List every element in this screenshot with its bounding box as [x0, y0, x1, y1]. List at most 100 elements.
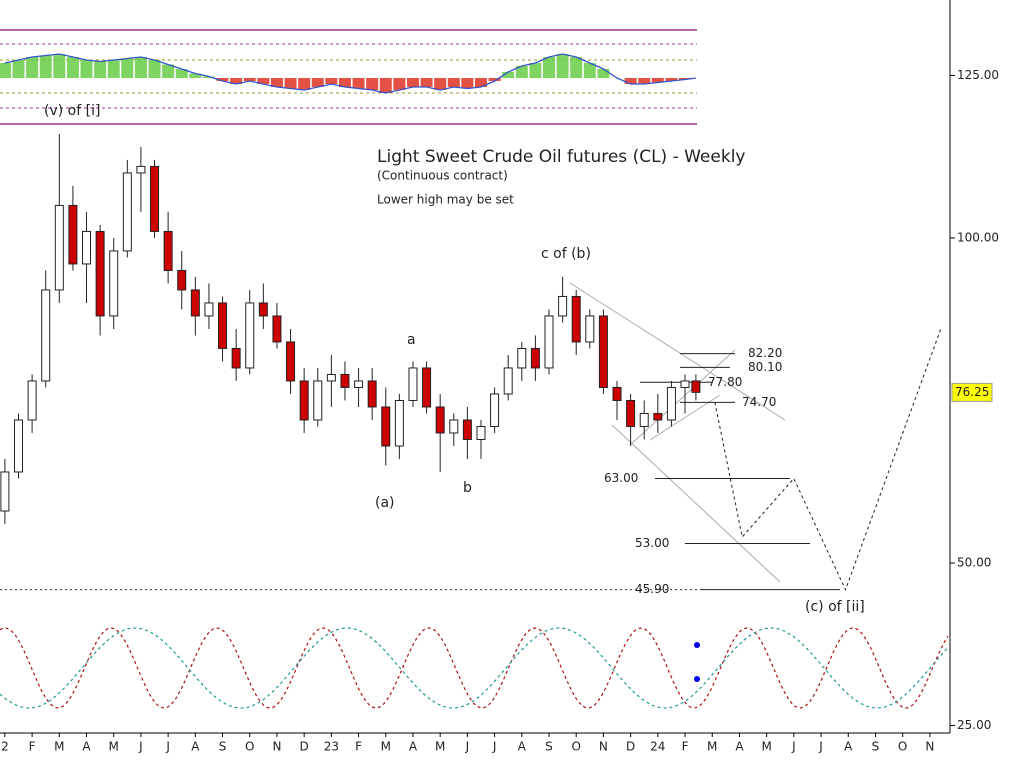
x-tick-label: M — [109, 740, 119, 754]
y-tick-label: 25.00 — [957, 718, 991, 732]
x-tick-label: A — [518, 740, 527, 754]
candle-body — [326, 373, 336, 382]
x-tick-label: J — [818, 740, 823, 754]
oscillator-bar — [352, 78, 365, 89]
oscillator-guides — [0, 29, 697, 125]
candle-body — [68, 204, 78, 265]
cycle-wave — [0, 627, 949, 709]
channel-line — [611, 424, 781, 583]
oscillator-bar — [679, 78, 692, 80]
oscillator-bar — [570, 57, 583, 78]
candle-body — [177, 269, 187, 291]
x-tick-label: M — [54, 740, 64, 754]
oscillator-line — [4, 53, 696, 94]
y-tick-label: 100.00 — [957, 230, 999, 244]
x-tick-label: F — [355, 740, 362, 754]
x-tick-label: 23 — [324, 740, 339, 754]
x-tick-label: J — [165, 740, 170, 754]
oscillator-bar — [94, 61, 107, 78]
oscillator-bar — [175, 69, 188, 78]
last-price-box — [951, 382, 993, 402]
channel — [569, 282, 786, 583]
candle-body — [218, 302, 228, 349]
candle-body — [231, 347, 241, 369]
candle-body — [286, 341, 296, 382]
projection-line — [714, 328, 942, 592]
oscillator-bar — [461, 78, 474, 89]
oscillator-bar — [638, 78, 651, 84]
last-price-label: 76.25 — [955, 385, 989, 399]
x-tick-label: F — [29, 740, 36, 754]
oscillator-bar — [488, 78, 501, 81]
x-tick-label: J — [138, 740, 143, 754]
candle-body — [639, 412, 649, 427]
candle-body — [258, 302, 268, 317]
candle-body — [490, 393, 500, 427]
oscillator-bar — [583, 63, 596, 78]
oscillator-bar — [379, 78, 392, 93]
x-tick-label: 24 — [650, 740, 665, 754]
x-tick-label: A — [409, 740, 418, 754]
x-tick-label: M — [435, 740, 445, 754]
candle-body — [571, 295, 581, 343]
candle-body — [653, 412, 663, 421]
x-tick-label: 2 — [1, 740, 9, 754]
x-tick-label: M — [381, 740, 391, 754]
x-tick-label: M — [761, 740, 771, 754]
x-tick-label: A — [191, 740, 200, 754]
candle-body — [150, 165, 160, 232]
oscillator-bar — [556, 54, 569, 78]
candle-body — [462, 419, 472, 440]
candle-body — [54, 204, 64, 291]
oscillator-bar — [230, 78, 243, 84]
level-label: 63.00 — [604, 471, 638, 485]
oscillator-bar — [529, 63, 542, 78]
oscillator-bar — [393, 78, 406, 90]
oscillator-bar — [366, 78, 379, 90]
level-label: 53.00 — [635, 536, 669, 550]
oscillator-bar — [189, 73, 202, 78]
candle-body — [558, 295, 568, 317]
oscillator-bar — [542, 57, 555, 78]
candle-body — [272, 315, 282, 343]
candle-body — [27, 380, 37, 421]
y-tick-label: 125.00 — [957, 68, 999, 82]
level-label: 74.70 — [742, 395, 776, 409]
oscillator-bar — [66, 57, 79, 78]
oscillator-bar — [624, 78, 637, 84]
candle-body — [354, 380, 364, 388]
oscillator-bar — [107, 60, 120, 78]
oscillator-bar — [406, 78, 419, 87]
candle-body — [340, 373, 350, 388]
wave-label: b — [463, 480, 472, 496]
candle-body — [476, 425, 486, 440]
oscillator-bar — [651, 78, 664, 83]
oscillator-bar — [665, 78, 678, 81]
x-tick-label: D — [626, 740, 635, 754]
x-tick-label: O — [245, 740, 254, 754]
candle-body — [367, 380, 377, 408]
x-tick-label: N — [599, 740, 608, 754]
candle-body — [612, 386, 622, 401]
channel-line — [569, 282, 786, 421]
x-tick-label: J — [492, 740, 497, 754]
oscillator-bar — [597, 69, 610, 78]
oscillator-bar — [148, 60, 161, 78]
oscillator-bar — [502, 72, 515, 78]
x-tick-label: J — [791, 740, 796, 754]
wave-label: c of (b) — [541, 246, 591, 262]
x-tick-label: S — [545, 740, 553, 754]
oscillator-bar — [270, 78, 283, 87]
chart-note: Lower high may be set — [377, 193, 514, 207]
cycle-wave — [0, 627, 949, 709]
oscillator-bar — [39, 55, 52, 78]
oscillator-bar — [12, 60, 25, 78]
candle-body — [435, 406, 445, 434]
candle-body — [666, 386, 676, 421]
candle-body — [136, 165, 146, 174]
oscillator-bar — [134, 57, 147, 78]
oscillator-bar — [216, 78, 229, 81]
candle-body — [0, 471, 10, 512]
candle-body — [245, 302, 255, 369]
